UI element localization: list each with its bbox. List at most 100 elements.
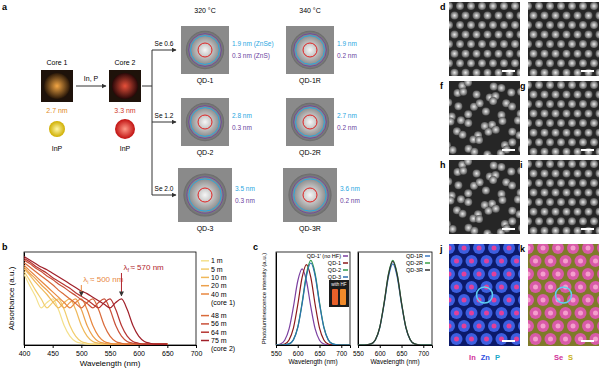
nanocrystal-core	[571, 246, 576, 251]
legend-swatch	[425, 255, 430, 257]
nanocrystal	[557, 40, 565, 48]
nanocrystal-core	[578, 284, 583, 289]
znse-thickness: 3.6 nm	[340, 185, 360, 192]
temperature: 320 °C	[194, 7, 215, 14]
tick-label: 650	[315, 350, 326, 357]
tick: 600	[293, 345, 304, 357]
core-size: 2.7 nm	[46, 107, 68, 114]
nanocrystal	[449, 21, 453, 29]
nanocrystal	[567, 268, 579, 280]
nanocrystal	[449, 268, 455, 280]
nanocrystal	[495, 69, 503, 76]
nanocrystal	[476, 99, 484, 107]
legend-swatch	[201, 315, 209, 317]
nanocrystal	[574, 148, 582, 155]
core-image	[109, 70, 141, 102]
nanocrystal	[545, 307, 557, 319]
nanocrystal	[590, 100, 598, 108]
micrograph-background	[528, 244, 599, 346]
nanocrystal	[470, 148, 478, 155]
nanocrystal	[503, 244, 515, 254]
nanocrystal	[488, 268, 500, 280]
highlight	[477, 287, 493, 303]
nanocrystal	[585, 170, 593, 178]
legend-swatch	[343, 276, 348, 278]
nanocrystal	[528, 179, 532, 187]
panel-label: h	[440, 160, 446, 170]
nanocrystal	[552, 91, 560, 99]
nanocrystal	[597, 320, 599, 332]
nanocrystal	[459, 210, 467, 218]
nanocrystal	[574, 50, 582, 58]
legend-entry: 64 m	[211, 329, 227, 336]
nanocrystal	[449, 178, 452, 186]
nanocrystal-core	[556, 271, 561, 276]
nanocrystal	[585, 129, 593, 137]
tick-label: 550	[271, 350, 282, 357]
nanocrystal	[552, 148, 560, 155]
nanocrystal	[535, 2, 543, 10]
znse-thickness: 1.9 nm	[337, 40, 357, 47]
nanocrystal	[506, 12, 514, 20]
arrow	[152, 122, 176, 123]
nanocrystal	[568, 21, 576, 29]
nanocrystal	[579, 59, 587, 67]
tick: 700	[191, 345, 203, 357]
nanocrystal	[579, 198, 587, 206]
x-axis-title: Wavelength (nm)	[370, 358, 419, 366]
series-line	[24, 258, 167, 344]
annotation: ≈ 500 nm	[90, 275, 124, 284]
nanocrystal	[466, 255, 478, 267]
nanocrystal-core	[533, 336, 538, 341]
nanocrystal	[475, 136, 483, 144]
nanocrystal	[489, 97, 497, 105]
nanocrystal-core	[492, 323, 497, 328]
nanocrystal	[563, 208, 571, 216]
nanocrystal	[590, 138, 598, 146]
nanocrystal	[528, 294, 534, 306]
legend-entry: 1 m	[211, 257, 223, 264]
axis	[358, 253, 359, 346]
nanocrystal	[585, 189, 593, 197]
growth-label: In, P	[84, 75, 99, 82]
zns-thickness: 0.3 nm (ZnS)	[232, 52, 270, 60]
annotation: ≈ 570 nm	[130, 263, 164, 272]
nanocrystal-core	[507, 297, 512, 302]
nanocrystal-core	[449, 323, 452, 328]
znse-thickness: 2.8 nm	[232, 112, 252, 119]
nanocrystal	[557, 138, 565, 146]
nanocrystal	[568, 100, 576, 108]
axis-line	[358, 253, 359, 346]
legend-entry: 10 m	[211, 274, 227, 281]
znse-outline	[189, 179, 221, 211]
nanocrystal	[530, 91, 538, 99]
nanocrystal	[481, 307, 493, 319]
tick: 600	[375, 345, 386, 357]
tick-label: 450	[47, 350, 59, 357]
nanocrystal	[456, 2, 464, 10]
nanocrystal	[585, 110, 593, 118]
nanocrystal	[552, 69, 560, 76]
axis: 550600650700	[271, 345, 350, 357]
nanocrystal-core	[548, 284, 553, 289]
nanocrystal-core	[484, 336, 489, 341]
nanocrystal	[567, 320, 579, 332]
nanocrystal	[552, 208, 560, 216]
tick: 550	[271, 345, 282, 357]
nanocrystal	[451, 50, 459, 58]
nanocrystal	[597, 268, 599, 280]
nanocrystal	[568, 40, 576, 48]
legend-entry: 56 m	[211, 320, 227, 327]
tick: 550	[105, 345, 117, 357]
nanocrystal	[500, 21, 508, 29]
nanocrystal	[557, 59, 565, 67]
nanocrystal	[590, 2, 598, 10]
nanocrystal-core	[571, 323, 576, 328]
nanocrystal	[590, 198, 598, 206]
nanocrystal	[528, 21, 532, 29]
nanocrystal	[528, 160, 532, 168]
legend-swatch	[201, 260, 209, 262]
nanocrystal	[528, 138, 532, 146]
nanocrystal	[563, 129, 571, 137]
nanocrystal	[552, 12, 560, 20]
